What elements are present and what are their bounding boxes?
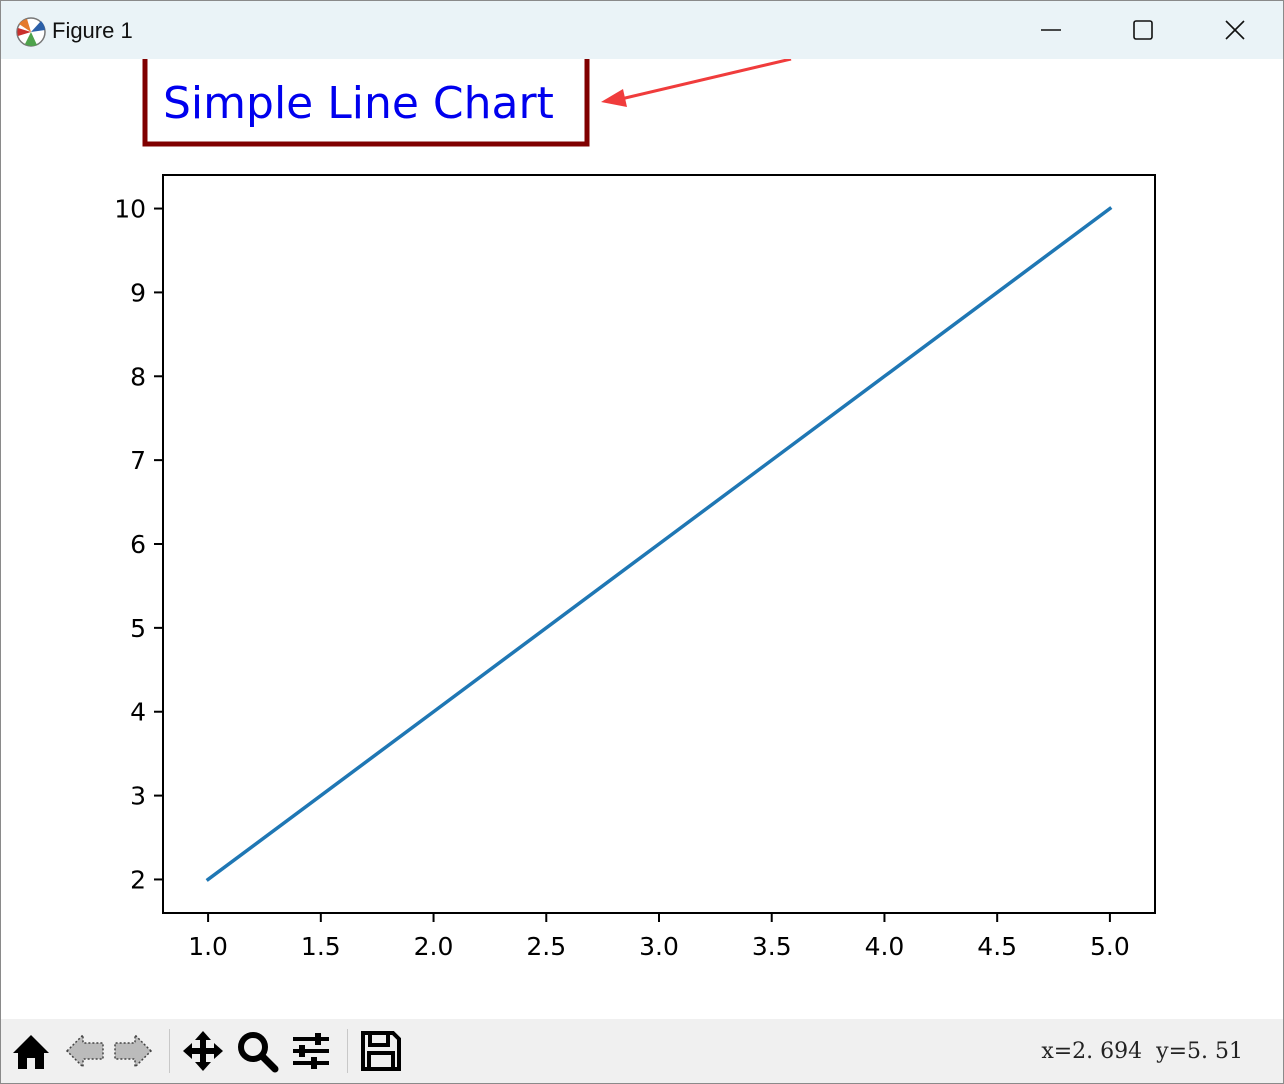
y-tick-label: 9 <box>130 278 146 307</box>
series-line <box>205 206 1113 882</box>
x-tick-label: 1.0 <box>188 932 228 961</box>
minimize-icon <box>1041 29 1061 31</box>
forward-icon <box>114 1033 153 1069</box>
minimize-button[interactable] <box>1005 1 1097 59</box>
home-icon <box>13 1035 49 1069</box>
forward-button[interactable] <box>111 1029 155 1073</box>
x-tick-label: 2.0 <box>414 932 454 961</box>
home-button[interactable] <box>9 1029 53 1073</box>
matplotlib-logo-icon <box>16 17 46 47</box>
configure-subplots-button[interactable] <box>289 1029 333 1073</box>
y-tick-label: 10 <box>114 195 146 224</box>
back-icon <box>65 1033 104 1069</box>
save-icon <box>361 1031 401 1071</box>
title-bar[interactable]: Figure 1 <box>1 1 1283 59</box>
y-tick-label: 4 <box>130 698 146 727</box>
annotation-box <box>142 59 590 147</box>
series-group <box>205 206 1113 882</box>
toolbar-separator <box>169 1029 170 1073</box>
y-tick-label: 3 <box>130 782 146 811</box>
close-button[interactable] <box>1189 1 1281 59</box>
y-tick-label: 2 <box>130 865 146 894</box>
y-tick-label: 5 <box>130 614 146 643</box>
x-tick-label: 3.5 <box>752 932 792 961</box>
toolbar-separator <box>347 1029 348 1073</box>
figure-canvas[interactable]: Simple Line Chart 1.0 1.5 2.0 2.5 3.0 3.5 4.0 4… <box>1 59 1283 1019</box>
x-tick-label: 4.0 <box>865 932 905 961</box>
x-tick-label: 2.5 <box>526 932 566 961</box>
pan-button[interactable] <box>181 1029 225 1073</box>
x-tick-label: 4.5 <box>977 932 1017 961</box>
x-axis: 1.0 1.5 2.0 2.5 3.0 3.5 4.0 4.5 5.0 <box>188 913 1130 961</box>
line-chart: Simple Line Chart 1.0 1.5 2.0 2.5 3.0 3.5 4.0 4… <box>114 59 1156 961</box>
y-tick-label: 7 <box>130 446 146 475</box>
x-tick-label: 5.0 <box>1090 932 1130 961</box>
cursor-x: x=2. 694 <box>1041 1039 1143 1064</box>
y-tick-label: 8 <box>130 362 146 391</box>
navigation-toolbar: x=2. 694 y=5. 51 <box>1 1019 1283 1083</box>
y-tick-label: 6 <box>130 530 146 559</box>
pan-icon <box>183 1031 223 1071</box>
zoom-button[interactable] <box>235 1029 279 1073</box>
window-title: Figure 1 <box>52 18 133 43</box>
close-icon <box>1225 20 1245 40</box>
zoom-icon <box>238 1032 279 1073</box>
annotation-text: Simple Line Chart <box>163 78 554 129</box>
cursor-coordinates: x=2. 694 y=5. 51 <box>1041 1039 1243 1064</box>
x-tick-label: 1.5 <box>301 932 341 961</box>
configure-subplots-icon <box>293 1033 329 1069</box>
maximize-icon <box>1133 20 1153 40</box>
annotation-arrow <box>601 59 792 107</box>
y-axis: 2 3 4 5 6 7 8 9 10 <box>114 195 163 894</box>
x-tick-label: 3.0 <box>639 932 679 961</box>
cursor-y: y=5. 51 <box>1156 1039 1243 1064</box>
save-button[interactable] <box>359 1029 403 1073</box>
back-button[interactable] <box>63 1029 107 1073</box>
maximize-button[interactable] <box>1097 1 1189 59</box>
